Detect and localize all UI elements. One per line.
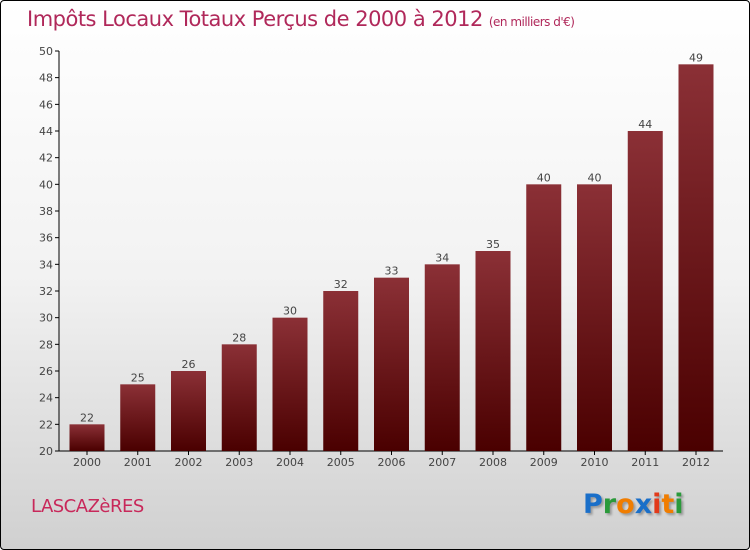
bar xyxy=(272,317,308,451)
bar xyxy=(526,184,562,452)
data-label: 40 xyxy=(537,171,551,184)
logo-letter: x xyxy=(634,489,653,520)
x-tick-label: 2010 xyxy=(581,456,609,469)
data-label: 25 xyxy=(131,371,145,384)
bar xyxy=(323,291,359,451)
y-tick-label: 24 xyxy=(39,392,53,405)
data-label: 22 xyxy=(80,411,94,424)
data-label: 44 xyxy=(638,118,652,131)
x-tick-label: 2005 xyxy=(327,456,355,469)
title-text: Impôts Locaux Totaux Perçus de 2000 à 20… xyxy=(27,7,483,31)
bar xyxy=(171,371,206,451)
data-label: 35 xyxy=(486,238,500,251)
data-label: 40 xyxy=(588,171,602,184)
chart-title: Impôts Locaux Totaux Perçus de 2000 à 20… xyxy=(27,7,575,31)
y-tick-label: 36 xyxy=(39,232,53,245)
data-label: 32 xyxy=(334,278,348,291)
data-label: 49 xyxy=(689,51,703,64)
bar xyxy=(577,184,612,452)
bar xyxy=(678,64,714,452)
bar xyxy=(424,264,460,451)
y-tick-label: 22 xyxy=(39,418,53,431)
y-tick-label: 44 xyxy=(39,125,53,138)
y-tick-label: 20 xyxy=(39,445,53,458)
bar xyxy=(374,277,409,451)
logo-letter: o xyxy=(616,489,635,520)
x-tick-label: 2001 xyxy=(124,456,152,469)
data-label: 28 xyxy=(232,331,246,344)
x-tick-label: 2003 xyxy=(225,456,253,469)
bar xyxy=(627,131,663,451)
logo-letter: i xyxy=(652,489,662,520)
bar xyxy=(69,424,105,451)
data-label: 33 xyxy=(385,265,399,278)
proxiti-logo[interactable]: Proxiti xyxy=(583,489,684,520)
y-tick-label: 48 xyxy=(39,72,53,85)
commune-name: LASCAZèRES xyxy=(31,496,144,517)
chart-subtitle: (en milliers d'€) xyxy=(488,15,575,29)
y-tick-label: 42 xyxy=(39,152,53,165)
bar xyxy=(221,344,257,451)
data-label: 26 xyxy=(182,358,196,371)
y-tick-label: 32 xyxy=(39,285,53,298)
x-tick-label: 2012 xyxy=(682,456,710,469)
x-tick-label: 2006 xyxy=(378,456,406,469)
x-tick-label: 2000 xyxy=(73,456,101,469)
bar xyxy=(475,251,511,451)
x-tick-label: 2007 xyxy=(428,456,456,469)
x-tick-label: 2002 xyxy=(175,456,203,469)
y-tick-label: 26 xyxy=(39,365,53,378)
x-tick-label: 2011 xyxy=(631,456,659,469)
y-tick-label: 38 xyxy=(39,205,53,218)
x-tick-label: 2009 xyxy=(530,456,558,469)
y-tick-label: 30 xyxy=(39,312,53,325)
data-label: 34 xyxy=(435,251,449,264)
x-tick-label: 2004 xyxy=(276,456,304,469)
y-tick-label: 46 xyxy=(39,98,53,111)
bar xyxy=(120,384,156,451)
y-tick-label: 40 xyxy=(39,178,53,191)
y-tick-label: 50 xyxy=(39,45,53,58)
logo-letter: P xyxy=(583,489,603,520)
data-label: 30 xyxy=(283,305,297,318)
logo-letter: t xyxy=(661,489,675,520)
logo-letter: r xyxy=(602,489,617,520)
y-tick-label: 28 xyxy=(39,338,53,351)
x-tick-label: 2008 xyxy=(479,456,507,469)
y-tick-label: 34 xyxy=(39,258,53,271)
logo-letter: i xyxy=(674,489,684,520)
